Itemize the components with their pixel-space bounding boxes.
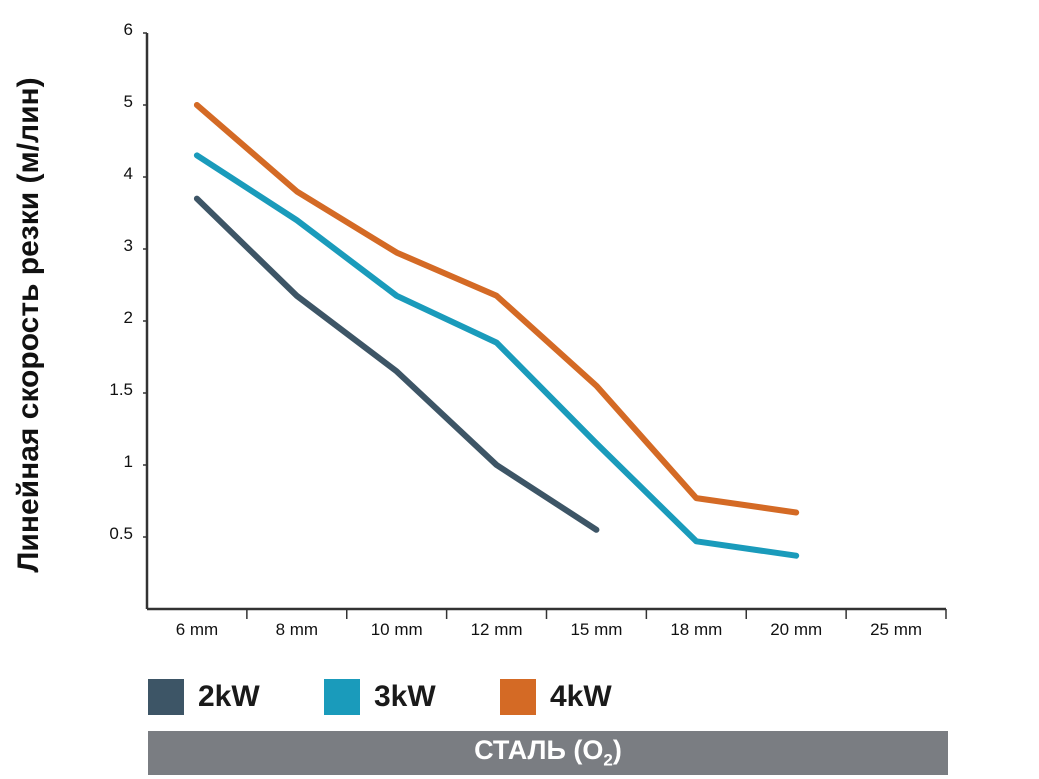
y-tick-label: 1.5 xyxy=(109,380,133,399)
x-tick-label: 6 mm xyxy=(176,620,219,639)
x-tick-label: 25 mm xyxy=(870,620,922,639)
chart-ticks: 0.5 1 1.5 2 3 4 5 6 6 mm 8 mm 10 mm 12 mm 15 mm 18 mm… xyxy=(109,20,947,639)
material-label: СТАЛЬ (O2) xyxy=(474,735,622,770)
x-tick-label: 15 mm xyxy=(570,620,622,639)
y-tick-label: 6 xyxy=(124,20,133,39)
y-tick-label: 0.5 xyxy=(109,524,133,543)
legend-item-3kw: 3kW xyxy=(324,678,436,716)
legend-swatch-3kw xyxy=(324,679,360,715)
series-line-2kw xyxy=(193,195,600,533)
y-tick-label: 3 xyxy=(124,236,133,255)
legend-swatch-4kw xyxy=(500,679,536,715)
x-tick-label: 18 mm xyxy=(670,620,722,639)
series-line-3kw xyxy=(193,152,800,559)
y-tick-label: 5 xyxy=(124,92,133,111)
y-tick-label: 1 xyxy=(124,452,133,471)
line-chart: 0.5 1 1.5 2 3 4 5 6 6 mm 8 mm 10 mm 12 mm 15 mm 18 mm… xyxy=(12,20,947,639)
gas-subscript: 2 xyxy=(603,750,613,770)
material-name: СТАЛЬ xyxy=(474,735,566,766)
chart-series xyxy=(193,102,800,559)
y-tick-label: 2 xyxy=(124,308,133,327)
y-axis-label: Линейная скорость резки (м/лин) xyxy=(12,77,45,572)
chart-axes xyxy=(145,33,946,611)
y-tick-label: 4 xyxy=(124,164,133,183)
x-tick-label: 12 mm xyxy=(471,620,523,639)
legend-item-2kw: 2kW xyxy=(148,678,260,716)
gas-close: ) xyxy=(612,735,622,766)
legend-swatch-2kw xyxy=(148,679,184,715)
series-line-4kw xyxy=(193,102,800,516)
legend-label-2kw: 2kW xyxy=(198,680,260,713)
legend-item-4kw: 4kW xyxy=(500,678,612,716)
legend: 2kW 3kW 4kW xyxy=(148,678,708,716)
x-tick-label: 8 mm xyxy=(276,620,319,639)
material-banner: СТАЛЬ (O2) xyxy=(148,731,948,775)
legend-label-4kw: 4kW xyxy=(550,680,612,713)
legend-label-3kw: 3kW xyxy=(374,680,436,713)
x-tick-label: 20 mm xyxy=(770,620,822,639)
x-tick-label: 10 mm xyxy=(371,620,423,639)
gas-open: (O xyxy=(573,735,604,766)
